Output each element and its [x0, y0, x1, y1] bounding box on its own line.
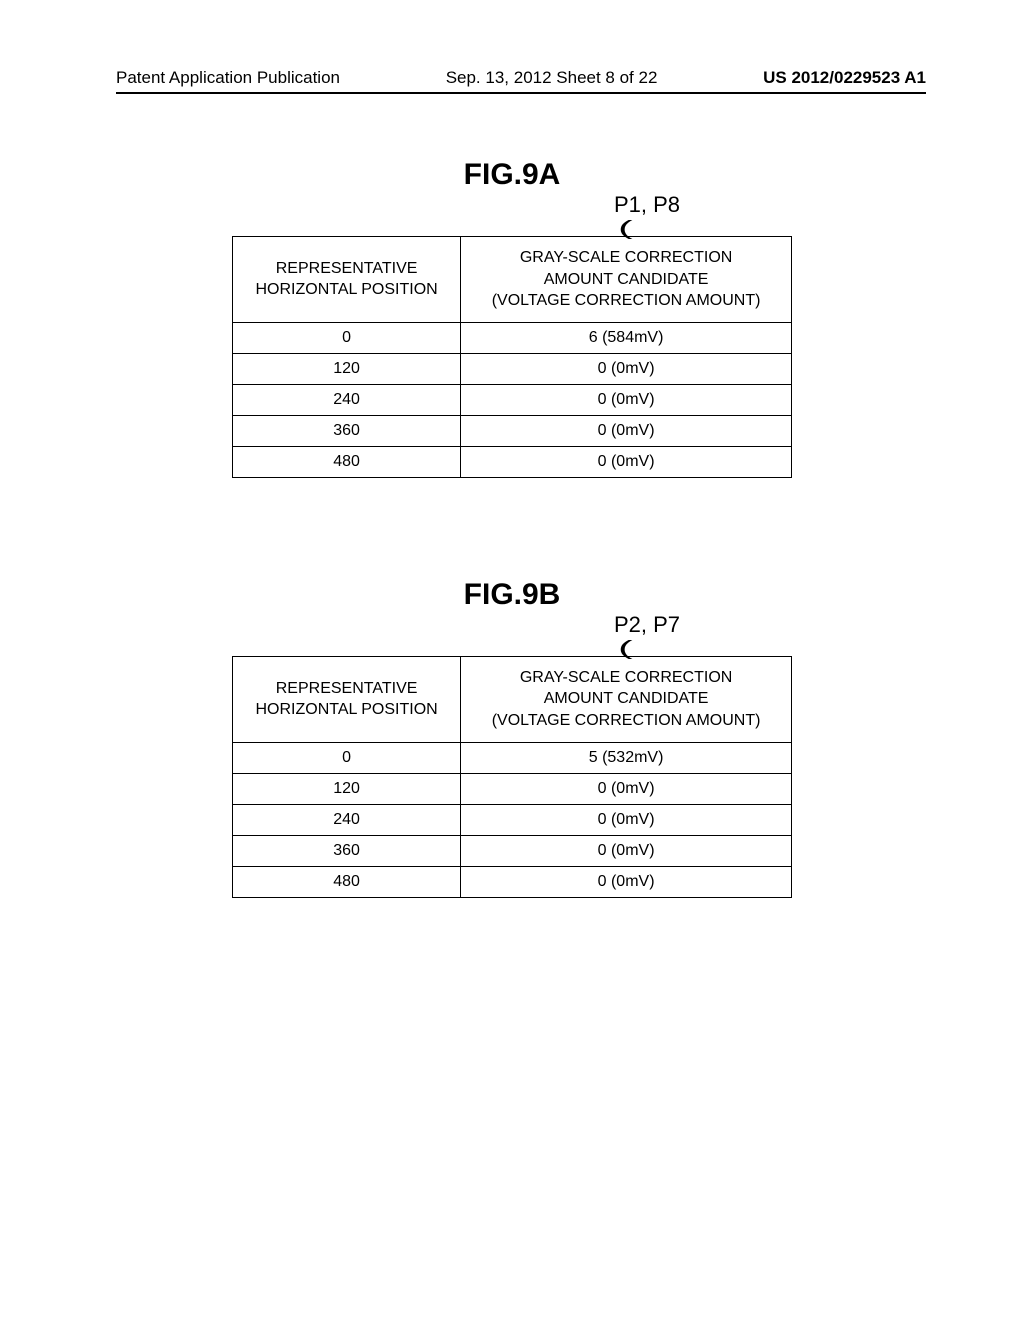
figure-9a: FIG.9A P1, P8 ( REPRESENTATIVEHORIZONTAL…: [0, 158, 1024, 478]
col-header-position: REPRESENTATIVEHORIZONTAL POSITION: [233, 237, 461, 323]
callout-label: P2, P7: [614, 612, 680, 638]
callout-brace-icon: (: [618, 218, 633, 241]
cell-position: 0: [233, 322, 461, 353]
cell-correction: 0 (0mV): [461, 835, 792, 866]
cell-position: 120: [233, 773, 461, 804]
table-row: 480 0 (0mV): [233, 866, 792, 897]
cell-correction: 6 (584mV): [461, 322, 792, 353]
table-9a: REPRESENTATIVEHORIZONTAL POSITION GRAY-S…: [232, 236, 792, 478]
cell-correction: 0 (0mV): [461, 773, 792, 804]
cell-correction: 0 (0mV): [461, 446, 792, 477]
table-row: 120 0 (0mV): [233, 353, 792, 384]
header-right: US 2012/0229523 A1: [763, 68, 926, 88]
col-header-position: REPRESENTATIVEHORIZONTAL POSITION: [233, 656, 461, 742]
figure-title: FIG.9B: [464, 578, 561, 612]
callout-label: P1, P8: [614, 192, 680, 218]
callout-brace-icon: (: [618, 638, 633, 661]
cell-position: 240: [233, 804, 461, 835]
callout-wrap: P2, P7 (: [232, 616, 792, 656]
cell-correction: 0 (0mV): [461, 866, 792, 897]
cell-correction: 5 (532mV): [461, 742, 792, 773]
cell-position: 360: [233, 835, 461, 866]
figure-9b: FIG.9B P2, P7 ( REPRESENTATIVEHORIZONTAL…: [0, 578, 1024, 898]
page-header: Patent Application Publication Sep. 13, …: [0, 0, 1024, 92]
cell-position: 480: [233, 866, 461, 897]
table-row: 360 0 (0mV): [233, 835, 792, 866]
table-9b: REPRESENTATIVEHORIZONTAL POSITION GRAY-S…: [232, 656, 792, 898]
cell-position: 240: [233, 384, 461, 415]
cell-correction: 0 (0mV): [461, 353, 792, 384]
cell-correction: 0 (0mV): [461, 415, 792, 446]
cell-position: 480: [233, 446, 461, 477]
header-divider: [116, 92, 926, 94]
cell-position: 360: [233, 415, 461, 446]
figure-title: FIG.9A: [464, 158, 561, 192]
table-row: 0 5 (532mV): [233, 742, 792, 773]
cell-correction: 0 (0mV): [461, 804, 792, 835]
callout-wrap: P1, P8 (: [232, 196, 792, 236]
header-left: Patent Application Publication: [116, 68, 340, 88]
header-center: Sep. 13, 2012 Sheet 8 of 22: [446, 68, 658, 88]
table-row: 240 0 (0mV): [233, 804, 792, 835]
table-row: 0 6 (584mV): [233, 322, 792, 353]
col-header-correction: GRAY-SCALE CORRECTIONAMOUNT CANDIDATE(VO…: [461, 656, 792, 742]
cell-correction: 0 (0mV): [461, 384, 792, 415]
table-header-row: REPRESENTATIVEHORIZONTAL POSITION GRAY-S…: [233, 237, 792, 323]
table-row: 240 0 (0mV): [233, 384, 792, 415]
cell-position: 120: [233, 353, 461, 384]
table-row: 120 0 (0mV): [233, 773, 792, 804]
cell-position: 0: [233, 742, 461, 773]
table-row: 360 0 (0mV): [233, 415, 792, 446]
col-header-correction: GRAY-SCALE CORRECTIONAMOUNT CANDIDATE(VO…: [461, 237, 792, 323]
table-row: 480 0 (0mV): [233, 446, 792, 477]
table-header-row: REPRESENTATIVEHORIZONTAL POSITION GRAY-S…: [233, 656, 792, 742]
